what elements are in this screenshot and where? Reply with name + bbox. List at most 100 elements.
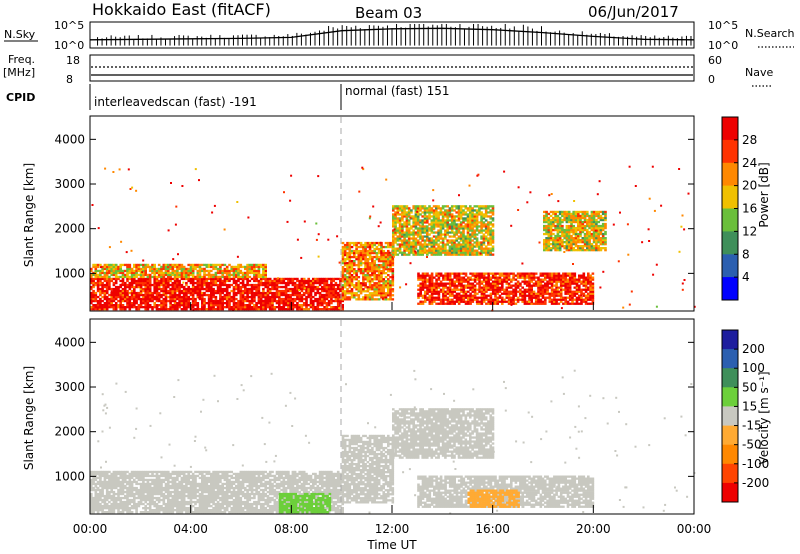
heatmap-cell (532, 284, 536, 287)
heatmap-cell (523, 302, 527, 305)
heatmap-cell (469, 296, 472, 299)
heatmap-cell (189, 269, 193, 273)
heatmap-cell (343, 243, 347, 247)
heatmap-cell (318, 293, 322, 297)
heatmap-cell (280, 289, 283, 293)
heatmap-cell (133, 304, 136, 307)
heatmap-cell (189, 271, 193, 275)
heatmap-cell (586, 245, 589, 248)
heatmap-cell (391, 288, 395, 291)
heatmap-cell (484, 249, 488, 252)
heatmap-cell (473, 213, 477, 216)
heatmap-cell (291, 287, 295, 291)
heatmap-cell (327, 302, 331, 305)
heatmap-cell (553, 276, 556, 279)
heatmap-cell (421, 274, 425, 277)
heatmap-cell (473, 280, 477, 283)
heatmap-cell (212, 308, 215, 311)
heatmap-cell (343, 268, 347, 271)
heatmap-cell (291, 297, 295, 301)
heatmap-cell (478, 300, 481, 303)
heatmap-cell (568, 274, 572, 277)
heatmap-cell (287, 281, 290, 285)
heatmap-cell (214, 273, 218, 277)
heatmap-cell (567, 247, 571, 250)
heatmap-cell (389, 298, 392, 301)
heatmap-cell (262, 283, 265, 287)
freq-left-tick-top: 18 (66, 54, 80, 67)
heatmap-cell (126, 289, 129, 293)
heatmap-cell (453, 215, 456, 218)
heatmap-cell (552, 210, 555, 214)
heatmap-cell (246, 306, 249, 309)
heatmap-cell (343, 262, 347, 265)
heatmap-cell (237, 285, 240, 289)
heatmap-cell (480, 296, 484, 299)
heatmap-cell (108, 269, 111, 273)
heatmap-cell (366, 245, 370, 249)
heatmap-cell (528, 284, 531, 287)
heatmap-cell (591, 286, 595, 289)
heatmap-cell (534, 292, 538, 295)
heatmap-cell (549, 232, 553, 236)
heatmap-cell (316, 291, 320, 295)
heatmap-cell (562, 282, 565, 285)
heatmap-cell (373, 247, 376, 251)
heatmap-cell (565, 239, 569, 242)
heatmap-cell (444, 298, 447, 301)
heatmap-cell (194, 308, 197, 311)
heatmap-cell (586, 243, 589, 246)
heatmap-cell (287, 308, 290, 311)
heatmap-cell (373, 278, 376, 281)
heatmap-cell (124, 295, 127, 299)
heatmap-cell (405, 239, 409, 242)
heatmap-cell (478, 205, 481, 208)
heatmap-cell (528, 280, 531, 283)
heatmap-cell (142, 277, 145, 281)
heatmap-cell (505, 276, 509, 279)
heatmap-cell (201, 263, 204, 267)
heatmap-cell (484, 219, 488, 222)
heatmap-cell (537, 276, 540, 279)
heatmap-cell (546, 290, 549, 293)
heatmap-cell (164, 263, 168, 267)
heatmap-cell (480, 294, 484, 297)
heatmap-cell (462, 219, 465, 222)
heatmap-cell (430, 215, 434, 218)
heatmap-cell (496, 300, 499, 303)
heatmap-cell (530, 292, 533, 295)
heatmap-cell (155, 291, 159, 295)
heatmap-cell (225, 287, 229, 291)
heatmap-cell (314, 291, 317, 295)
heatmap-cell (450, 239, 454, 242)
heatmap-cell (114, 287, 118, 291)
heatmap-cell (586, 210, 589, 214)
cpid-mode-2: normal (fast) 151 (345, 84, 449, 98)
heatmap-cell (437, 223, 440, 226)
heatmap-cell (444, 225, 447, 228)
heatmap-cell (528, 298, 531, 301)
heatmap-cell (187, 306, 190, 309)
heatmap-cell (455, 253, 458, 256)
heatmap-cell (232, 291, 236, 295)
heatmap-cell (157, 263, 161, 267)
heatmap-cell (268, 279, 272, 283)
heatmap-cell (557, 290, 561, 293)
heatmap-cell (507, 278, 511, 281)
heatmap-cell (595, 234, 598, 238)
heatmap-cell (571, 272, 574, 275)
heatmap-cell (350, 290, 354, 293)
heatmap-cell (485, 288, 488, 291)
heatmap-cell (210, 289, 213, 293)
heatmap-cell (389, 260, 392, 263)
heatmap-cell (525, 302, 529, 305)
heatmap-cell (485, 296, 488, 299)
heatmap-cell (466, 213, 470, 216)
heatmap-cell (151, 283, 154, 287)
heatmap-cell (581, 237, 585, 240)
heatmap-cell (135, 269, 138, 273)
heatmap-cell (579, 224, 582, 228)
heatmap-cell (119, 283, 122, 287)
heatmap-cell (487, 225, 490, 228)
heatmap-cell (171, 293, 175, 297)
